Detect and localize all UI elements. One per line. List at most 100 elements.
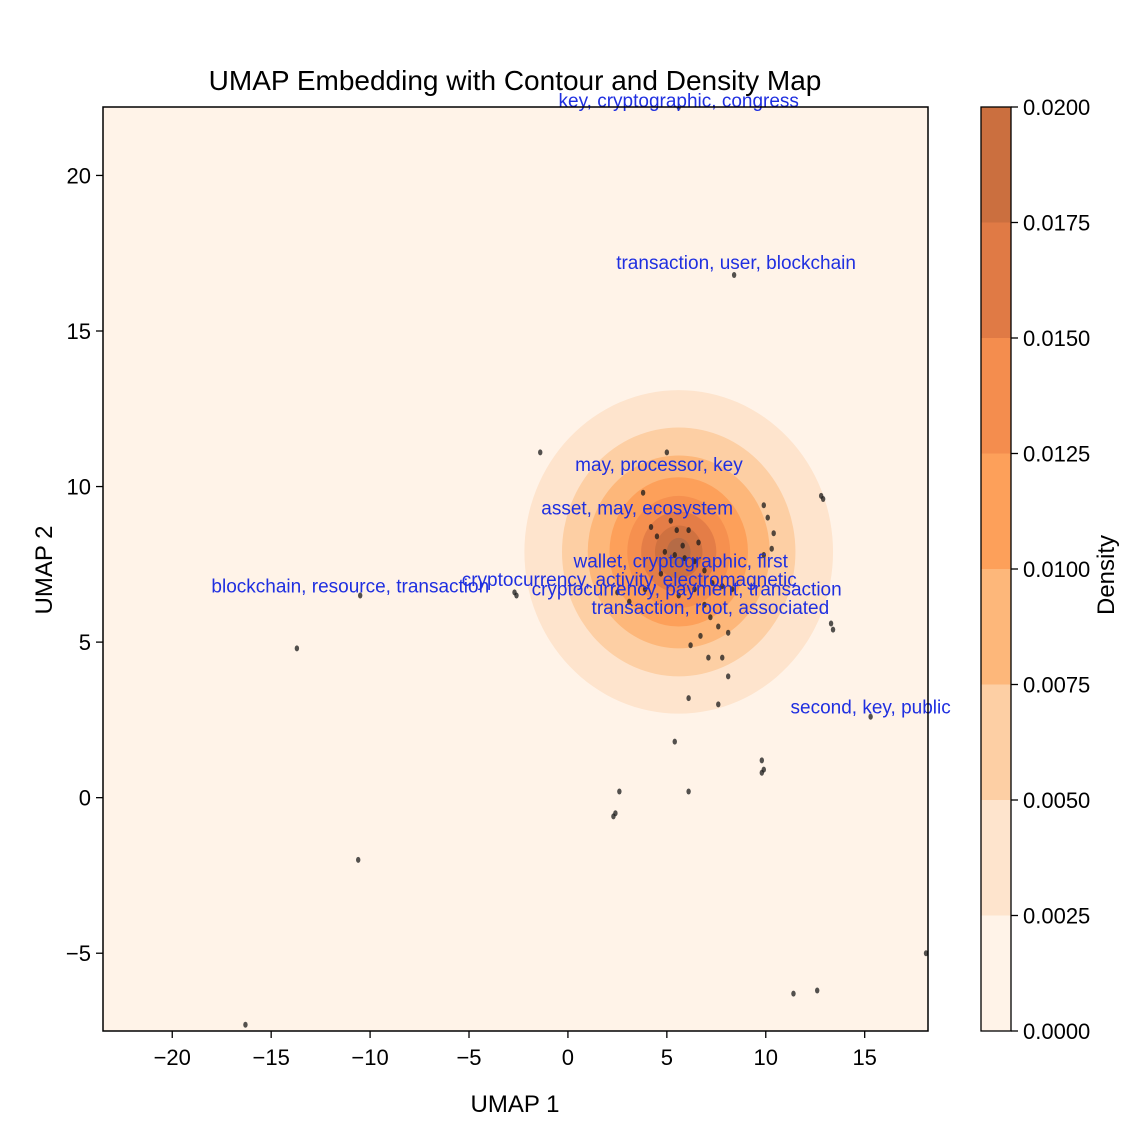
colorbar-band [981,569,1011,685]
data-point [243,1021,248,1028]
colorbar: 0.0000 0.0025 0.0050 0.0075 0.0100 0.0125 0.01… [980,95,1090,1044]
y-tick-label: 5 [79,630,91,655]
x-tick-label: −5 [456,1045,481,1070]
y-axis-title: UMAP 2 [31,526,58,615]
y-tick-label: 20 [67,163,91,188]
data-point [828,620,834,627]
data-point [692,558,697,565]
data-point [702,567,707,574]
chart-title: UMAP Embedding with Contour and Density … [209,65,822,96]
data-point [538,449,543,456]
y-tick-label: 15 [67,319,91,344]
data-point [676,592,681,599]
data-point [765,514,770,521]
data-point [294,645,300,652]
y-tick-label: 0 [79,786,91,811]
data-point [692,586,697,593]
data-point [725,629,731,636]
data-point [815,987,820,994]
colorbar-band [981,800,1011,916]
data-point [696,539,701,546]
data-point [682,555,687,562]
data-point [615,589,620,596]
annotation-label: key, cryptographic, congress [559,91,799,112]
data-point [720,654,725,661]
data-point [710,580,715,586]
x-tick-label: 15 [852,1045,876,1070]
colorbar-band [981,684,1011,800]
colorbar-band [981,222,1011,338]
scatter-points [243,107,928,1028]
data-point [617,788,622,795]
data-point [759,757,765,764]
annotation-label: transaction, root, associated [592,598,830,619]
colorbar-band [981,915,1011,1031]
y-tick-label: −5 [66,941,91,966]
data-point [720,583,725,590]
y-tick-label: 10 [67,475,91,500]
annotation-label: cryptocurrency, activity, electromagneti… [462,570,797,591]
data-point [627,598,632,605]
data-point [923,950,928,957]
x-tick-label: 10 [754,1045,778,1070]
data-point [672,738,677,745]
colorbar-tick-label: 0.0100 [1023,557,1090,582]
plot-frame [102,106,929,1032]
topic-annotations: key, cryptographic, congress transaction,… [211,91,950,719]
annotation-label: may, processor, key [575,455,743,476]
data-point [716,623,721,630]
data-point [611,813,616,820]
data-point [769,545,774,552]
data-point [654,533,660,540]
data-point [680,542,685,549]
x-tick-label: −10 [351,1045,388,1070]
x-tick-label: 5 [661,1045,673,1070]
data-point [640,489,646,496]
data-point [708,614,713,621]
data-point [791,990,796,997]
data-point [729,586,735,593]
colorbar-tick-label: 0.0125 [1023,442,1090,467]
data-point [706,654,711,661]
data-point [658,570,664,577]
data-point [674,527,679,534]
data-point [702,601,707,608]
colorbar-tick-label: 0.0200 [1023,95,1090,120]
colorbar-band [981,453,1011,569]
data-point [356,856,361,863]
annotation-label: transaction, user, blockchain [616,253,856,274]
colorbar-band [981,107,1011,223]
data-point [664,449,670,456]
data-point [771,530,776,537]
data-point [688,642,693,649]
colorbar-tick-label: 0.0000 [1023,1019,1090,1044]
data-point [514,592,519,599]
density-contours [524,390,834,714]
data-point [698,632,703,639]
data-point [357,592,363,599]
x-tick-label: 0 [562,1045,574,1070]
data-point [830,626,836,633]
data-point [642,586,648,593]
colorbar-band [981,338,1011,454]
annotation-label: cryptocurrency, payment, transaction [532,579,842,600]
data-point [716,701,721,708]
data-point [662,548,668,555]
x-tick-label: −15 [253,1045,290,1070]
data-point [759,769,765,776]
colorbar-tick-label: 0.0175 [1023,211,1090,236]
plot-area: key, cryptographic, congress transaction,… [102,91,951,1032]
colorbar-tick-label: 0.0075 [1023,673,1090,698]
data-point [731,272,737,278]
data-point [820,496,826,502]
data-point [686,695,691,702]
data-point [668,517,674,524]
annotation-label: second, key, public [791,698,951,719]
annotation-label: asset, may, ecosystem [541,499,733,520]
colorbar-tick-label: 0.0050 [1023,788,1090,813]
data-point [725,673,731,680]
data-point [761,552,766,558]
y-axis: −5 0 5 10 15 20 [66,163,103,966]
colorbar-title: Density [1093,535,1120,615]
data-point [672,552,677,558]
